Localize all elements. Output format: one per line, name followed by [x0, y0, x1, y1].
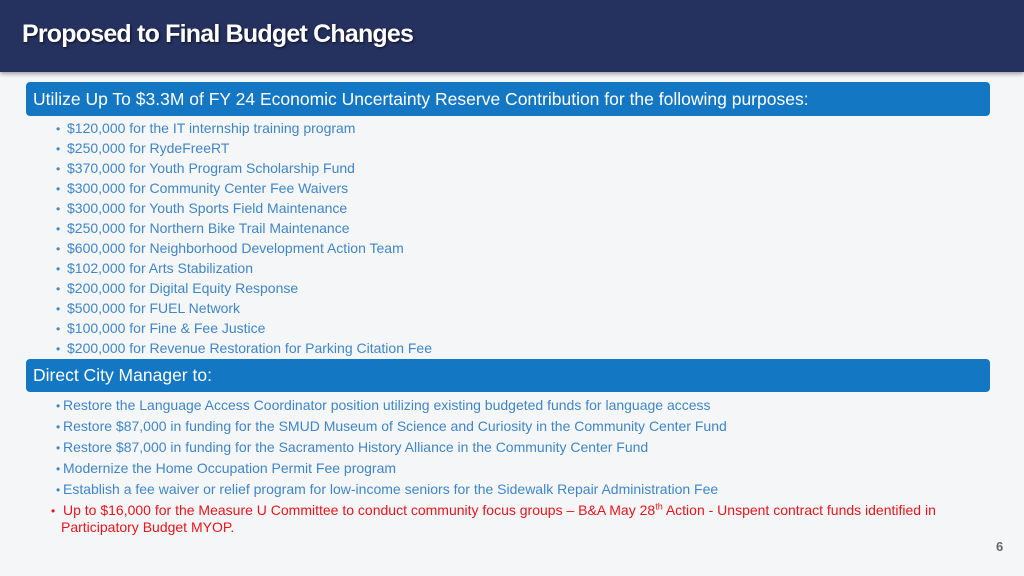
list-item: • $200,000 for Revenue Restoration for Pa…: [56, 338, 432, 358]
page-title: Proposed to Final Budget Changes: [22, 20, 414, 48]
bullet-icon: •: [56, 222, 61, 236]
list-item: • $120,000 for the IT internship training…: [56, 118, 432, 138]
bullet-icon: •: [56, 420, 61, 434]
bullet-icon: •: [56, 242, 61, 256]
list-item: • Establish a fee waiver or relief progra…: [56, 479, 996, 500]
bullet-icon: •: [56, 483, 61, 497]
bullet-icon: •: [56, 262, 61, 276]
bullet-icon: •: [56, 162, 61, 176]
bullet-icon: •: [56, 142, 61, 156]
list-item: • Restore $87,000 in funding for the SMUD…: [56, 416, 996, 437]
title-bar: Proposed to Final Budget Changes: [0, 0, 1024, 72]
reserve-purposes-list: • $120,000 for the IT internship training…: [56, 118, 432, 358]
bullet-icon: •: [56, 342, 61, 356]
list-item: • Restore the Language Access Coordinator…: [56, 395, 996, 416]
highlighted-list-item: • Up to $16,000 for the Measure U Committ…: [51, 501, 936, 535]
bullet-icon: •: [56, 462, 61, 476]
list-item: • $250,000 for RydeFreeRT: [56, 138, 432, 158]
page-number: 6: [996, 539, 1004, 554]
bullet-icon: •: [51, 504, 56, 518]
bullet-icon: •: [56, 202, 61, 216]
list-item: • $200,000 for Digital Equity Response: [56, 278, 432, 298]
list-item: • $300,000 for Community Center Fee Waive…: [56, 178, 432, 198]
bullet-icon: •: [56, 122, 61, 136]
list-item: • $300,000 for Youth Sports Field Mainten…: [56, 198, 432, 218]
list-item: • Modernize the Home Occupation Permit Fe…: [56, 458, 996, 479]
list-item: • Restore $87,000 in funding for the Sacr…: [56, 437, 996, 458]
section-header-city-manager: Direct City Manager to:: [26, 359, 990, 392]
bullet-icon: •: [56, 399, 61, 413]
bullet-icon: •: [56, 282, 61, 296]
list-item: • $600,000 for Neighborhood Development A…: [56, 238, 432, 258]
list-item: • $250,000 for Northern Bike Trail Mainte…: [56, 218, 432, 238]
list-item: • $370,000 for Youth Program Scholarship …: [56, 158, 432, 178]
list-item: • $500,000 for FUEL Network: [56, 298, 432, 318]
bullet-icon: •: [56, 302, 61, 316]
bullet-icon: •: [56, 322, 61, 336]
list-item: • $102,000 for Arts Stabilization: [56, 258, 432, 278]
section-header-reserve: Utilize Up To $3.3M of FY 24 Economic Un…: [26, 82, 990, 116]
bullet-icon: •: [56, 182, 61, 196]
list-item: • $100,000 for Fine & Fee Justice: [56, 318, 432, 338]
city-manager-directions-list: • Restore the Language Access Coordinator…: [51, 395, 996, 535]
bullet-icon: •: [56, 441, 61, 455]
